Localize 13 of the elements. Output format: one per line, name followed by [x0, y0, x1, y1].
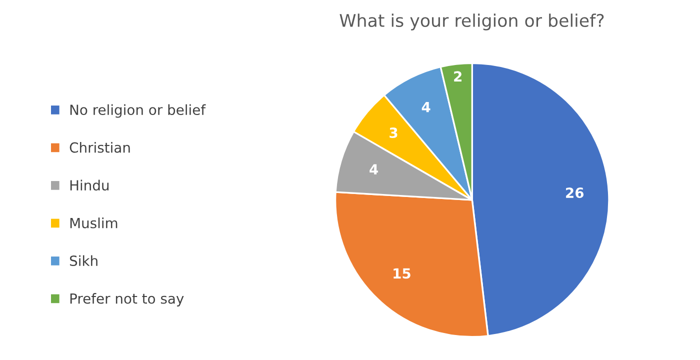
legend-label: Prefer not to say	[70, 293, 184, 306]
data-label: 15	[394, 268, 410, 279]
data-label: 26	[566, 188, 584, 198]
legend-label: Muslim	[70, 218, 118, 228]
legend-label: Hindu	[70, 180, 109, 191]
legend-label: No religion or belief	[70, 104, 206, 118]
data-label: 4	[370, 164, 378, 174]
chart-title: What is your religion or belief?	[340, 14, 604, 30]
data-label: 2	[454, 71, 462, 82]
data-label: 4	[422, 102, 430, 112]
data-label: 3	[390, 128, 398, 138]
legend-label: Sikh	[70, 255, 98, 266]
legend-label: Christian	[70, 142, 130, 153]
